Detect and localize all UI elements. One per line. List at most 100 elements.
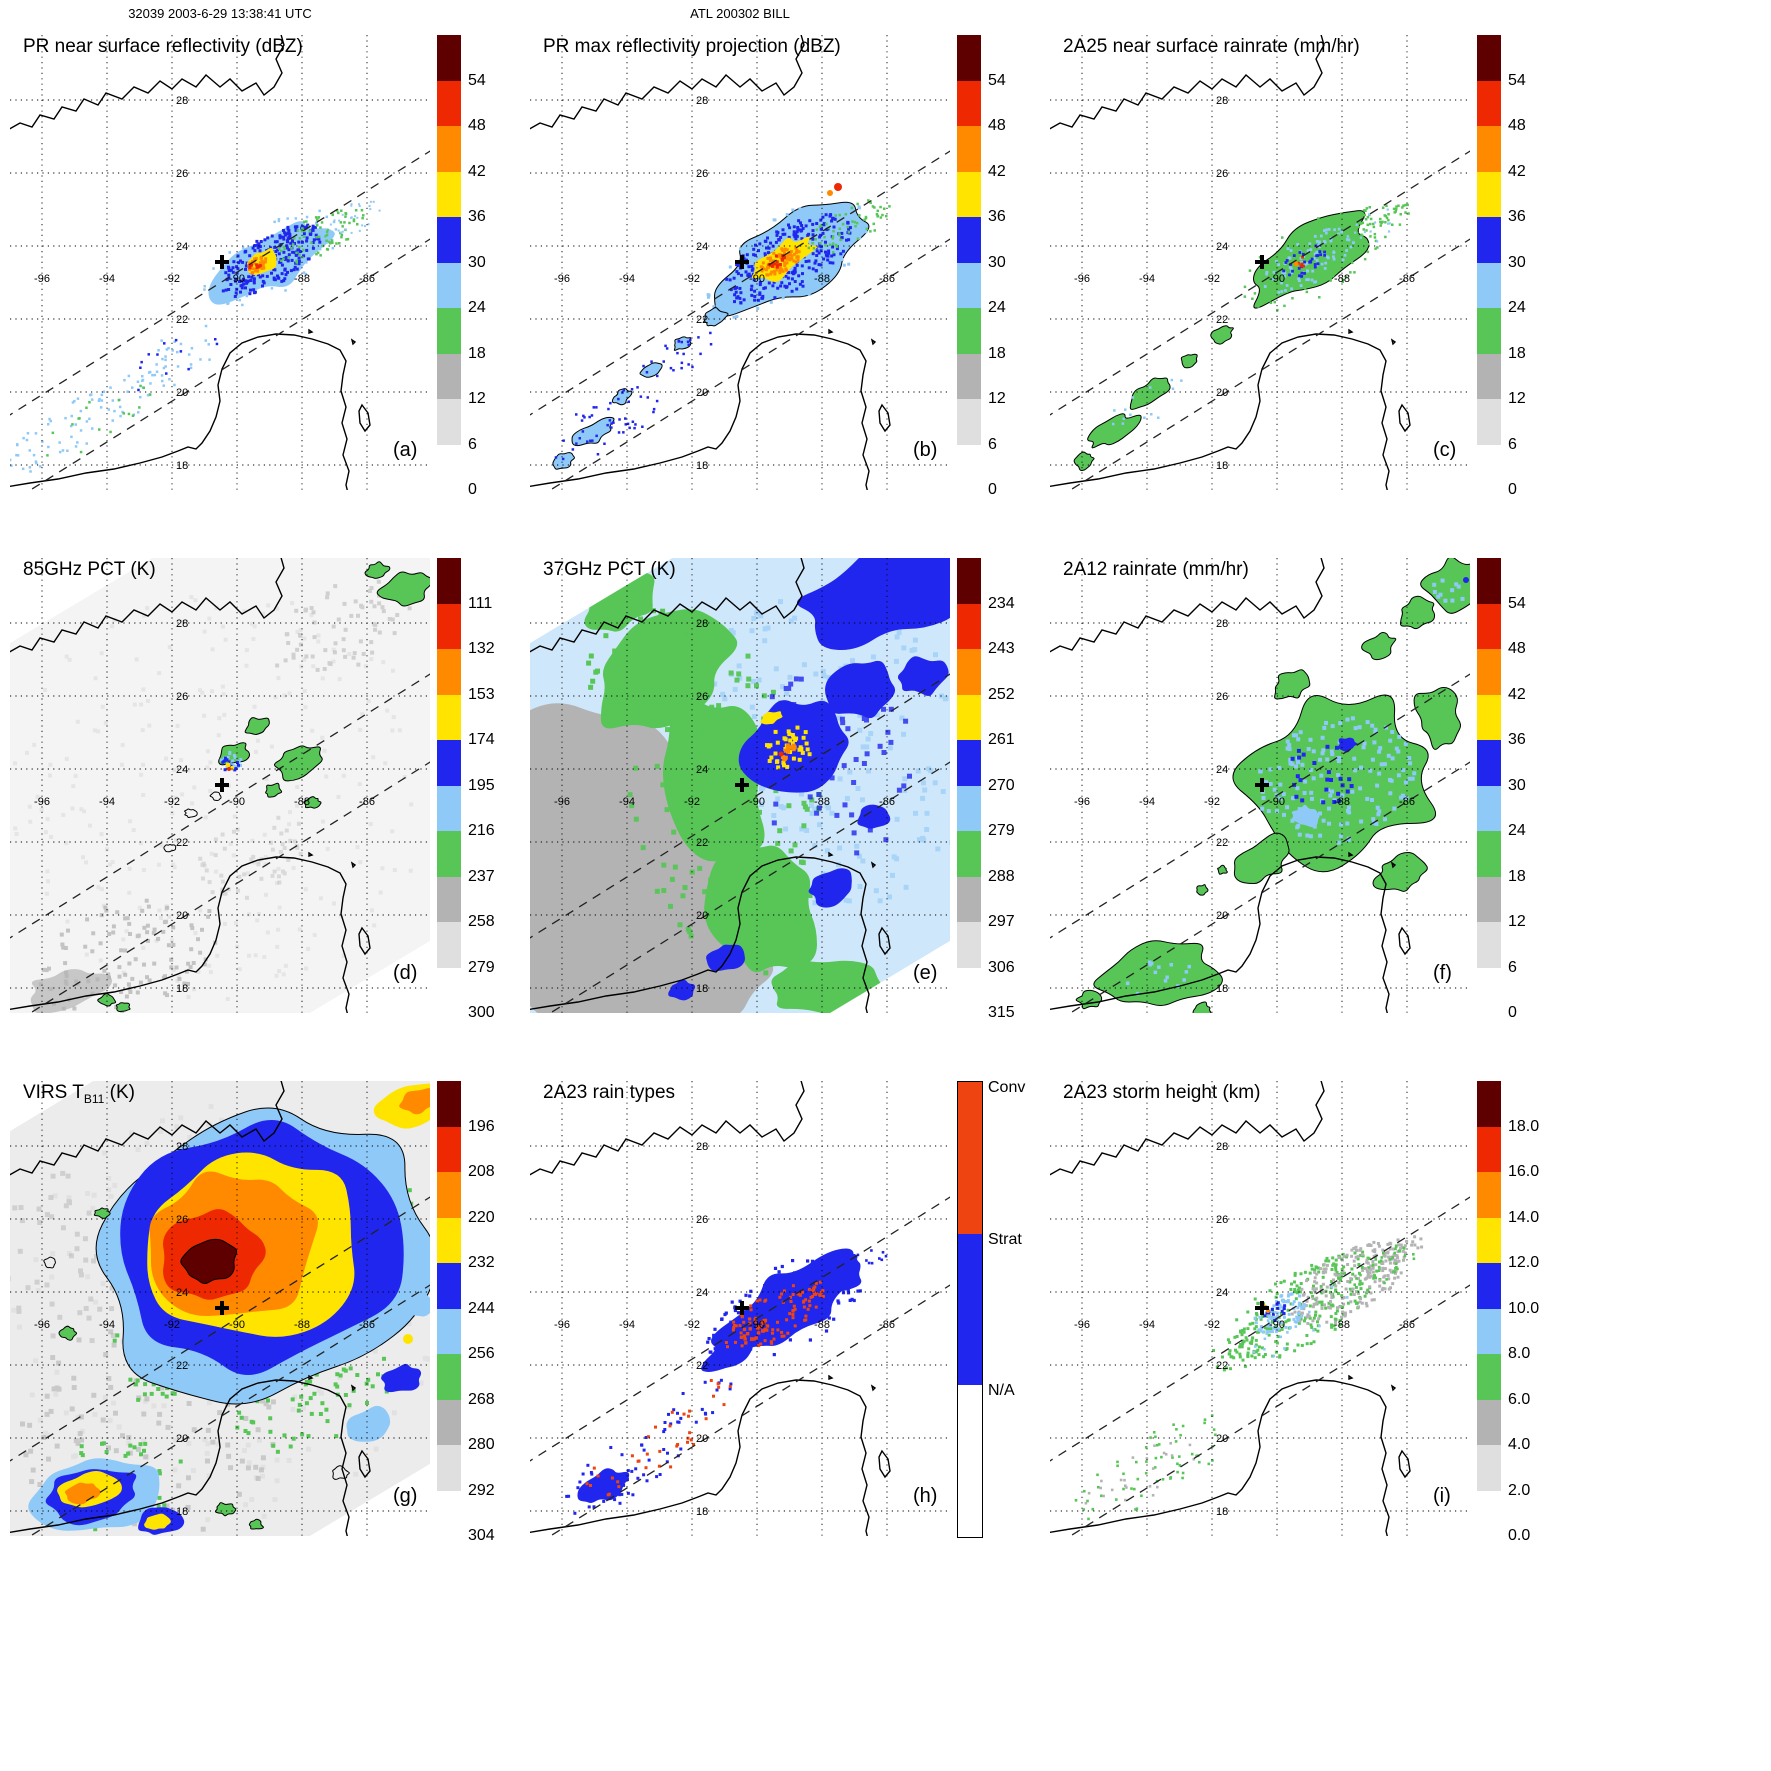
colorbar-tick: 48: [1508, 117, 1526, 134]
svg-text:-90: -90: [749, 1319, 765, 1331]
colorbar-tick: N/A: [988, 1382, 1015, 1399]
coastline: [530, 1081, 891, 1536]
colorbar-ticks: 18.0 16.0 14.0 12.0 10.0 8.0 6.0 4.0 2.0 0.0: [1508, 1081, 1570, 1551]
colorbar-tick: 24: [1508, 299, 1526, 316]
panel-letter: (c): [1433, 439, 1457, 461]
panel-letter: (h): [913, 1485, 938, 1507]
svg-text:-96: -96: [554, 796, 570, 808]
svg-text:22: 22: [176, 1360, 188, 1372]
panel-title: 85GHz PCT (K): [23, 559, 156, 580]
svg-text:-92: -92: [164, 796, 180, 808]
svg-text:28: 28: [696, 618, 708, 630]
colorbar-segment: [1477, 399, 1501, 445]
colorbar-tick: 12: [1508, 913, 1526, 930]
colorbar-segment: [1477, 1445, 1501, 1491]
colorbar-tick: 30: [1508, 254, 1526, 271]
colorbar-segment: [437, 1399, 461, 1445]
colorbar-tick: 36: [988, 208, 1006, 225]
storm-center-marker: [1255, 778, 1269, 792]
colorbar: [1477, 1081, 1501, 1536]
panel-title: PR near surface reflectivity (dBZ): [23, 36, 303, 57]
svg-text:-96: -96: [1074, 273, 1090, 285]
colorbar: [1477, 35, 1501, 490]
colorbar-tick: 258: [468, 913, 495, 930]
coastline: [10, 558, 371, 1013]
colorbar: [1477, 558, 1501, 1013]
colorbar-segment: [1477, 1217, 1501, 1263]
panel-title: 2A12 rainrate (mm/hr): [1063, 559, 1249, 580]
colorbar-tick: 30: [988, 254, 1006, 271]
svg-text:-92: -92: [1204, 273, 1220, 285]
colorbar-segment: [957, 922, 981, 968]
colorbar-segment: [1477, 967, 1501, 1013]
colorbar-tick: 36: [1508, 208, 1526, 225]
svg-text:-96: -96: [34, 273, 50, 285]
svg-text:-86: -86: [1399, 796, 1415, 808]
colorbar-tick: 10.0: [1508, 1300, 1540, 1317]
colorbar-tick: 232: [468, 1254, 495, 1271]
svg-text:20: 20: [176, 1433, 188, 1445]
colorbar-tick: 216: [468, 822, 495, 839]
colorbar-segment: [1477, 1172, 1501, 1218]
colorbar-tick: 244: [468, 1300, 495, 1317]
svg-text:28: 28: [696, 1141, 708, 1153]
colorbar-segment: [1477, 1263, 1501, 1309]
colorbar-tick: 6: [1508, 436, 1517, 453]
panel-g: -96 -94 -92 -90 -88 -86 28 26 24 22 20 18 VIRS TB11…: [10, 1081, 530, 1604]
colorbar-segment: [1477, 1081, 1501, 1127]
colorbar-ticks: 196 208 220 232 244 256 268 280 292 304: [468, 1081, 530, 1551]
panel-letter: (i): [1433, 1485, 1451, 1507]
svg-text:26: 26: [1216, 691, 1228, 703]
svg-text:18: 18: [176, 1506, 188, 1518]
colorbar-tick: 304: [468, 1527, 495, 1544]
colorbar-segment: [957, 649, 981, 695]
svg-text:22: 22: [1216, 314, 1228, 326]
svg-text:-94: -94: [99, 1319, 115, 1331]
colorbar-segment: [437, 1263, 461, 1309]
gridlines: [10, 1081, 430, 1536]
grid-labels: -96 -94 -92 -90 -88 -86 28 26 24 22 20 18: [34, 1141, 375, 1518]
svg-text:20: 20: [176, 387, 188, 399]
colorbar-segment: [957, 831, 981, 877]
svg-text:20: 20: [176, 910, 188, 922]
svg-text:26: 26: [696, 168, 708, 180]
colorbar-tick: 261: [988, 731, 1015, 748]
gridlines: [530, 35, 950, 490]
colorbar-tick: 252: [988, 686, 1015, 703]
grid-labels: -96 -94 -92 -90 -88 -86 28 26 24 22 20 18: [554, 95, 895, 472]
colorbar-tick: 196: [468, 1118, 495, 1135]
data-field: [1073, 203, 1410, 472]
svg-text:-90: -90: [749, 273, 765, 285]
swath-edge-lines: [1050, 1196, 1470, 1536]
svg-text:-92: -92: [1204, 796, 1220, 808]
colorbar-ticks: 54 48 42 36 30 24 18 12 6 0: [468, 35, 530, 505]
colorbar-segment: [1477, 35, 1501, 81]
coastline: [10, 1081, 371, 1536]
svg-text:-96: -96: [1074, 796, 1090, 808]
colorbar-segment: [1477, 558, 1501, 604]
colorbar-ticks: 54 48 42 36 30 24 18 12 6 0: [1508, 558, 1570, 1028]
colorbar-tick: Strat: [988, 1231, 1022, 1248]
grid-labels: -96 -94 -92 -90 -88 -86 28 26 24 22 20 18: [34, 618, 375, 995]
panel-letter: (e): [913, 962, 938, 984]
svg-text:-88: -88: [294, 1319, 310, 1331]
colorbar-tick: 208: [468, 1163, 495, 1180]
colorbar-segment: [437, 126, 461, 172]
map-panel-f: -96 -94 -92 -90 -88 -86 28 26 24 22 20 18: [1050, 558, 1470, 1013]
svg-text:-90: -90: [229, 796, 245, 808]
gridlines: [1050, 35, 1470, 490]
panel-letter: (g): [393, 1485, 418, 1507]
colorbar-segment: [1477, 444, 1501, 490]
colorbar-segment: [957, 126, 981, 172]
colorbar-tick: 36: [1508, 731, 1526, 748]
svg-text:-90: -90: [749, 796, 765, 808]
svg-text:-92: -92: [684, 796, 700, 808]
colorbar-segment: [437, 1217, 461, 1263]
colorbar-tick: 12: [988, 390, 1006, 407]
colorbar-segment: [957, 80, 981, 126]
colorbar-tick: 24: [1508, 822, 1526, 839]
swath-edge-lines: [530, 673, 950, 1013]
colorbar-segment: [1477, 1399, 1501, 1445]
colorbar-tick: 18: [988, 345, 1006, 362]
svg-text:-88: -88: [294, 273, 310, 285]
